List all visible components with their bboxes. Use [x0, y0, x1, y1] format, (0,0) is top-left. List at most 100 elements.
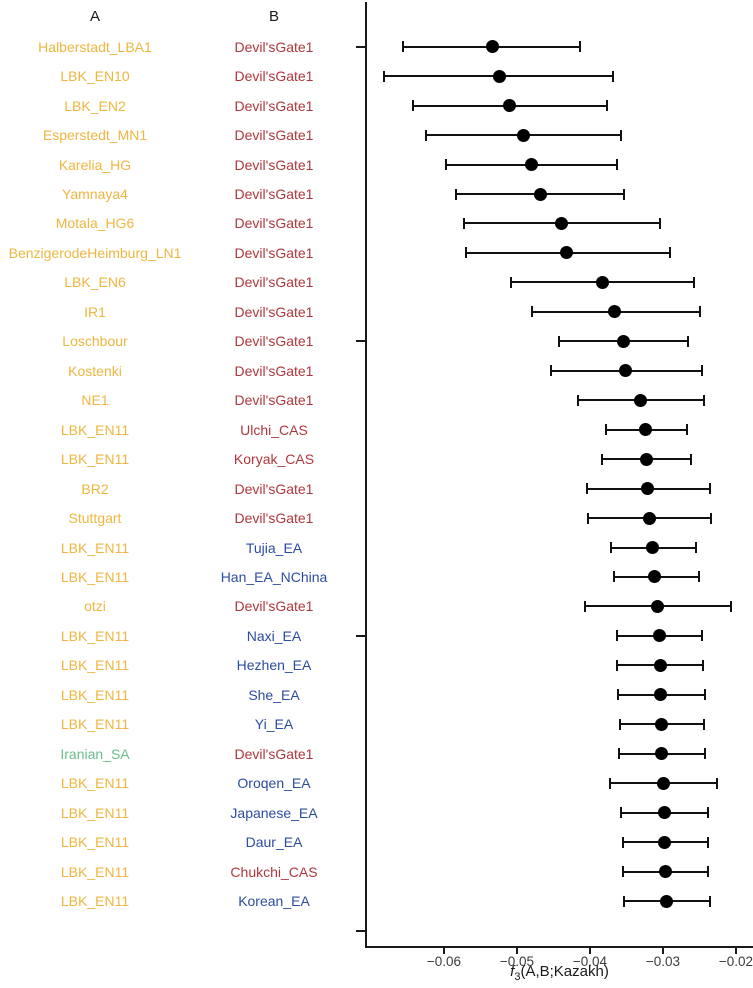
- error-bar-cap-left: [601, 453, 604, 465]
- x-axis-tick-label: −0.03: [645, 954, 681, 969]
- error-bar-cap-right: [623, 188, 626, 200]
- data-point: [525, 158, 539, 172]
- row-label-a: Loschbour: [62, 333, 128, 350]
- x-axis-tick-label: −0.06: [426, 954, 462, 969]
- row-label-a: LBK_EN11: [60, 863, 130, 880]
- error-bar-cap-left: [510, 276, 513, 288]
- error-bar-cap-left: [616, 689, 619, 701]
- x-axis-tick: [735, 948, 737, 954]
- data-point: [492, 69, 506, 83]
- data-point: [650, 599, 664, 613]
- error-bar-cap-right: [686, 424, 689, 436]
- row-label-a: LBK_EN10: [60, 68, 130, 85]
- row-label-b: Devil'sGate1: [234, 598, 314, 615]
- row-label-a: LBK_EN11: [60, 686, 130, 703]
- error-bar-cap-left: [383, 70, 386, 82]
- y-axis-tick: [356, 634, 365, 637]
- row-label-b: Devil'sGate1: [234, 97, 314, 114]
- row-label-a: NE1: [81, 392, 109, 409]
- row-label-a: Yamnaya4: [62, 186, 128, 202]
- error-bar-cap-left: [620, 807, 623, 819]
- row-label-a: otzi: [84, 598, 106, 615]
- row-label-b: Devil'sGate1: [234, 244, 314, 261]
- y-axis-tick: [356, 340, 365, 343]
- error-bar-cap-left: [586, 483, 589, 495]
- row-label-a: LBK_EN11: [60, 627, 130, 644]
- row-label-a: LBK_EN11: [60, 893, 130, 910]
- row-label-b: Devil'sGate1: [234, 215, 314, 232]
- error-bar-cap-right: [708, 483, 711, 495]
- x-axis-line: [365, 946, 753, 948]
- row-label-a: BR2: [81, 480, 109, 497]
- error-bar-cap-right: [616, 159, 618, 171]
- data-point: [633, 393, 647, 407]
- error-bar-cap-left: [616, 630, 618, 642]
- error-bar-cap-right: [700, 365, 703, 377]
- data-point: [652, 629, 666, 643]
- data-point: [654, 688, 668, 702]
- data-point: [503, 99, 517, 113]
- error-bar-cap-right: [706, 807, 709, 819]
- error-bar-cap-right: [703, 689, 706, 701]
- x-axis-tick: [516, 948, 518, 954]
- row-label-a: LBK_EN11: [60, 568, 130, 585]
- data-point: [655, 717, 669, 731]
- row-label-a: Motala_HG6: [55, 215, 135, 232]
- row-label-a: Esperstedt_MN1: [42, 127, 148, 144]
- row-label-b: Devil'sGate1: [234, 156, 314, 173]
- data-point: [608, 305, 622, 319]
- error-bar-cap-left: [623, 895, 626, 907]
- row-label-a: LBK_EN11: [60, 539, 130, 556]
- x-axis-tick: [662, 948, 664, 954]
- x-axis-title-sub: 3: [514, 971, 521, 983]
- error-bar-cap-left: [412, 100, 415, 112]
- row-label-b: Naxi_EA: [246, 627, 302, 644]
- row-label-a: BenzigerodeHeimburg_LN1: [8, 244, 182, 261]
- error-bar-cap-right: [707, 836, 710, 848]
- row-label-a: LBK_EN11: [60, 716, 130, 733]
- data-point: [657, 835, 671, 849]
- data-point: [658, 865, 672, 879]
- row-label-b: Devil'sGate1: [234, 186, 314, 202]
- row-label-b: Koryak_CAS: [233, 451, 315, 468]
- error-bar-cap-left: [462, 217, 465, 229]
- error-bar-cap-left: [531, 306, 534, 318]
- data-point: [639, 452, 653, 466]
- column-b-header: B: [268, 8, 279, 25]
- x-axis-title-f: f: [510, 963, 515, 980]
- error-bar-cap-right: [689, 453, 692, 465]
- x-axis-title: f3(A,B;Kazakh): [366, 963, 753, 983]
- row-label-a: LBK_EN11: [60, 834, 130, 851]
- error-bar-cap-right: [702, 659, 705, 671]
- row-label-a: IR1: [84, 303, 106, 320]
- data-point: [660, 894, 674, 908]
- row-label-a: Halberstadt_LBA1: [38, 38, 152, 55]
- error-bar-cap-left: [402, 41, 405, 53]
- x-axis-tick-label: −0.04: [572, 954, 608, 969]
- error-bar-cap-left: [616, 659, 618, 671]
- data-point: [533, 187, 547, 201]
- data-point: [648, 570, 662, 584]
- error-bar-cap-right: [707, 866, 710, 878]
- row-label-b: Yi_EA: [254, 716, 294, 733]
- row-label-b: Han_EA_NChina: [220, 568, 328, 585]
- error-bar-cap-right: [729, 600, 732, 612]
- error-bar-cap-right: [702, 394, 705, 406]
- error-bar-cap-left: [621, 866, 624, 878]
- error-bar-cap-left: [425, 129, 428, 141]
- y-axis-tick: [356, 929, 365, 932]
- data-point: [657, 806, 671, 820]
- error-bar-cap-right: [716, 777, 719, 789]
- error-bar-cap-left: [605, 424, 608, 436]
- x-axis-tick-label: −0.02: [718, 954, 753, 969]
- row-label-b: Hezhen_EA: [236, 657, 312, 674]
- row-label-b: Tujia_EA: [245, 539, 303, 556]
- row-label-b: Daur_EA: [245, 834, 303, 851]
- row-label-b: Ulchi_CAS: [240, 421, 308, 438]
- data-point: [646, 541, 660, 555]
- row-label-a: LBK_EN11: [60, 804, 130, 821]
- error-bar-cap-left: [445, 159, 448, 171]
- data-point: [638, 423, 652, 437]
- data-point: [642, 511, 656, 525]
